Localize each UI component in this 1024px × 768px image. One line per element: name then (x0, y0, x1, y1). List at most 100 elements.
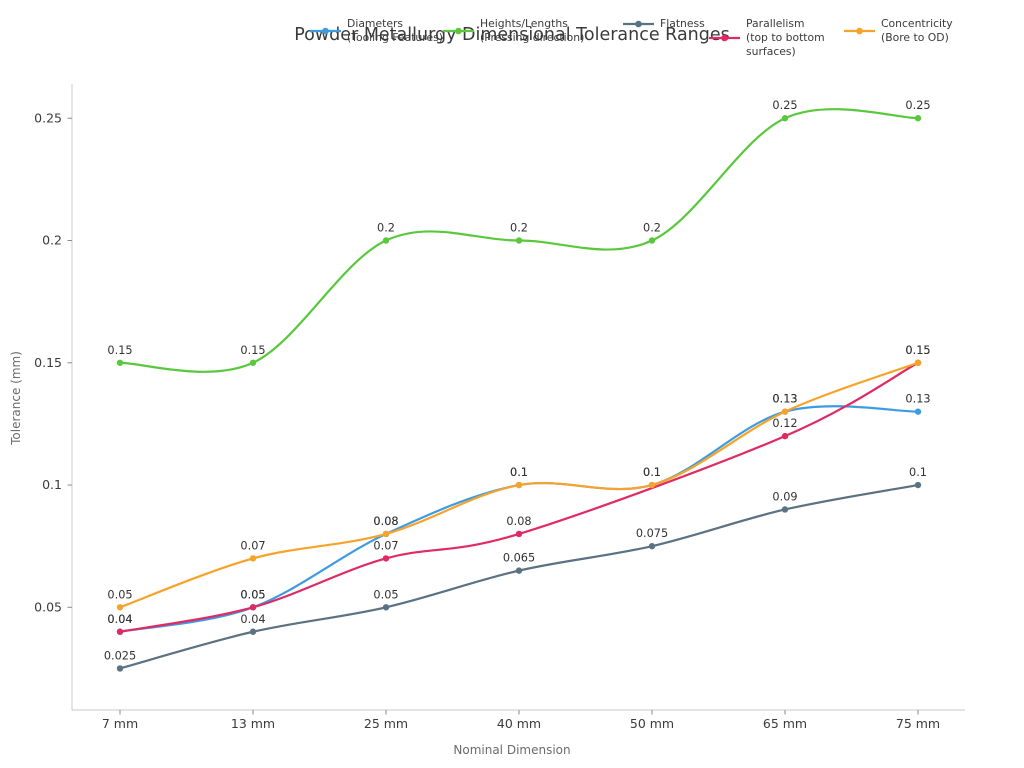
legend-label-parallelism: Parallelism (top to bottom surfaces) (746, 17, 825, 58)
x-tick-label: 40 mm (497, 716, 541, 731)
x-axis-ticks: 7 mm 13 mm 25 mm 40 mm 50 mm 65 mm 75 mm (102, 710, 940, 731)
data-label-parallelism: 0.08 (506, 515, 531, 528)
legend-swatch-heights-lengths (443, 27, 474, 35)
data-point-heights-lengths (515, 237, 523, 244)
data-label-flatness: 0.04 (240, 613, 265, 626)
data-label-diameters: 0.13 (905, 393, 930, 406)
data-label-parallelism: 0.07 (373, 539, 398, 552)
data-label-flatness: 0.075 (636, 527, 668, 540)
y-tick-label: 0.05 (34, 599, 62, 614)
data-point-concentricity (914, 359, 922, 366)
legend-item-concentricity: Concentricity (Bore to OD) (843, 17, 953, 45)
data-point-flatness (914, 481, 922, 489)
legend-label-concentricity: Concentricity (Bore to OD) (881, 17, 953, 44)
series-diameters: 0.04 0.05 0.08 0.1 0.1 0.13 0.13 (107, 393, 931, 635)
legend-swatch-concentricity (844, 27, 875, 35)
chart-title: Powder Metallurgy Dimensional Tolerance … (294, 25, 730, 45)
data-label-heights-lengths: 0.2 (510, 222, 528, 235)
legend-swatch-diameters (310, 27, 341, 35)
data-point-concentricity (648, 481, 656, 489)
x-tick-label: 50 mm (630, 716, 674, 731)
legend-swatch-parallelism (709, 34, 740, 42)
data-point-parallelism (249, 604, 257, 611)
data-label-diameters: 0.08 (373, 515, 398, 528)
legend: Diameters (Tooling Features) Heights/Lengt… (0, 0, 1024, 80)
x-axis-title: Nominal Dimension (453, 743, 571, 757)
data-point-heights-lengths (116, 359, 124, 366)
data-label-flatness: 0.065 (503, 552, 535, 565)
data-point-heights-lengths (914, 115, 922, 122)
series-line-flatness (118, 483, 920, 670)
data-point-parallelism (515, 530, 523, 538)
data-label-heights-lengths: 0.25 (905, 99, 930, 112)
data-point-heights-lengths (249, 359, 257, 366)
x-tick-label: 7 mm (102, 716, 138, 731)
y-tick-label: 0.15 (34, 355, 62, 370)
data-point-parallelism (116, 628, 124, 635)
x-tick-label: 65 mm (763, 716, 807, 731)
data-point-parallelism (781, 432, 789, 440)
x-tick-label: 25 mm (364, 716, 408, 731)
series-heights-lengths: 0.15 0.15 0.2 0.2 0.2 0.25 0.25 (107, 99, 931, 373)
data-label-heights-lengths: 0.15 (107, 344, 132, 357)
y-axis-ticks: 0.05 0.1 0.15 0.2 0.25 (34, 110, 72, 614)
data-label-flatness: 0.09 (772, 490, 797, 503)
data-label-heights-lengths: 0.15 (240, 344, 265, 357)
data-point-flatness (781, 506, 789, 513)
data-point-heights-lengths (648, 237, 656, 244)
data-point-concentricity (781, 408, 789, 415)
data-label-heights-lengths: 0.2 (377, 222, 395, 235)
data-point-flatness (382, 604, 390, 611)
data-label-flatness: 0.05 (373, 588, 398, 601)
data-point-concentricity (116, 604, 124, 611)
data-label-diameters: 0.04 (107, 613, 132, 626)
legend-item-flatness: Flatness (622, 17, 705, 31)
data-point-concentricity (249, 555, 257, 562)
y-tick-label: 0.25 (34, 110, 62, 125)
legend-label-flatness: Flatness (660, 17, 705, 30)
y-tick-label: 0.1 (42, 477, 62, 492)
data-label-concentricity: 0.08 (373, 515, 398, 528)
data-point-heights-lengths (382, 237, 390, 244)
series-flatness: 0.025 0.04 0.05 0.065 0.075 0.09 0.1 (104, 466, 927, 672)
legend-item-diameters: Diameters (Tooling Features) (309, 17, 443, 45)
data-point-heights-lengths (781, 115, 789, 122)
data-label-diameters: 0.1 (510, 466, 528, 479)
data-label-diameters: 0.05 (240, 588, 265, 601)
data-label-flatness: 0.025 (104, 649, 136, 662)
y-tick-label: 0.2 (42, 233, 62, 248)
data-label-concentricity: 0.1 (510, 466, 528, 479)
data-label-diameters: 0.1 (643, 466, 661, 479)
legend-label-heights-lengths: Heights/Lengths (Pressing direction) (480, 17, 585, 44)
data-point-parallelism (382, 555, 390, 562)
x-tick-label: 75 mm (896, 716, 940, 731)
legend-label-diameters: Diameters (Tooling Features) (347, 17, 443, 44)
series-concentricity: 0.05 0.07 0.08 0.1 0.1 0.13 0.15 (107, 344, 931, 611)
data-point-concentricity (382, 530, 390, 538)
data-label-heights-lengths: 0.25 (772, 99, 797, 112)
data-label-parallelism: 0.05 (240, 588, 265, 601)
data-label-concentricity: 0.15 (905, 344, 930, 357)
data-label-concentricity: 0.07 (240, 539, 265, 552)
data-point-flatness (116, 665, 124, 672)
data-label-parallelism: 0.15 (905, 344, 930, 357)
data-label-concentricity: 0.05 (107, 588, 132, 601)
legend-item-parallelism: Parallelism (top to bottom surfaces) (708, 17, 825, 59)
x-tick-label: 13 mm (231, 716, 275, 731)
data-label-diameters: 0.13 (772, 393, 797, 406)
data-point-flatness (648, 542, 656, 550)
data-point-flatness (249, 628, 257, 635)
legend-swatch-flatness (623, 20, 654, 28)
legend-item-heights-lengths: Heights/Lengths (Pressing direction) (442, 17, 584, 45)
series-line-parallelism (118, 361, 920, 633)
data-label-concentricity: 0.13 (772, 393, 797, 406)
data-label-parallelism: 0.04 (107, 613, 132, 626)
data-label-flatness: 0.1 (909, 466, 927, 479)
data-point-diameters (914, 408, 922, 415)
series-parallelism: 0.04 0.05 0.07 0.08 0.12 0.15 (107, 344, 931, 635)
data-label-concentricity: 0.1 (643, 466, 661, 479)
data-point-flatness (515, 567, 523, 574)
data-label-parallelism: 0.12 (772, 417, 797, 430)
